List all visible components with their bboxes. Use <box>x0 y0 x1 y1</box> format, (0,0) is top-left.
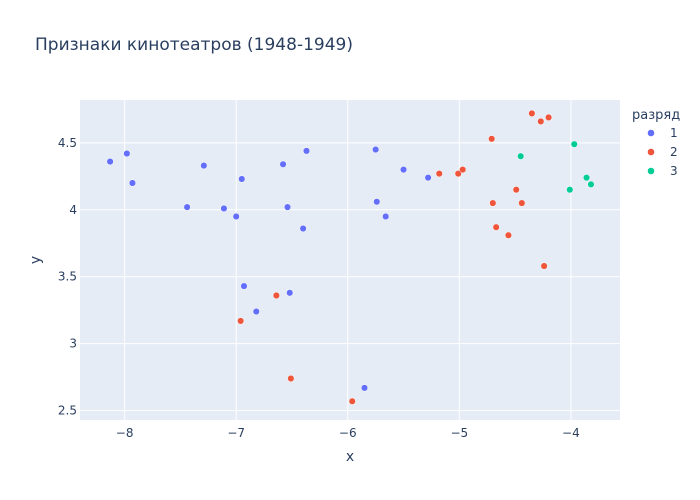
data-point-series-1 <box>302 147 311 155</box>
data-point-series-2 <box>504 231 512 239</box>
data-point-series-1 <box>123 150 131 158</box>
data-point-series-3 <box>566 186 574 194</box>
data-point-series-3 <box>570 140 578 148</box>
legend: разряд 1 2 3 <box>632 108 680 178</box>
data-point-series-1 <box>238 175 246 183</box>
legend-label-2: 2 <box>670 145 678 159</box>
y-tick-label: 3.5 <box>58 270 77 284</box>
x-tick-label: −5 <box>450 426 468 440</box>
data-point-series-1 <box>232 212 240 221</box>
legend-label-1: 1 <box>670 126 678 140</box>
legend-marker-3 <box>647 167 655 175</box>
data-point-series-1 <box>252 307 260 316</box>
data-point-series-2 <box>488 135 496 143</box>
data-point-series-1 <box>360 384 369 392</box>
x-tick-label: −6 <box>339 426 357 440</box>
data-point-series-2 <box>459 166 467 174</box>
data-point-series-1 <box>400 166 408 174</box>
y-tick-label: 4 <box>69 203 77 217</box>
x-tick-labels: −8 −7 −6 −5 −4 <box>116 426 580 440</box>
data-point-series-2 <box>287 374 295 383</box>
legend-marker-2 <box>647 148 655 156</box>
x-tick-label: −7 <box>227 426 245 440</box>
data-point-series-1 <box>283 203 292 211</box>
plot-area <box>80 100 620 420</box>
x-tick-label: −8 <box>116 426 134 440</box>
data-point-series-1 <box>220 204 228 213</box>
data-point-series-2 <box>435 170 443 178</box>
data-point-series-2 <box>489 199 497 207</box>
gridlines <box>80 100 620 420</box>
data-point-series-1 <box>200 162 208 170</box>
data-point-series-2 <box>237 317 245 325</box>
data-point-series-1 <box>183 203 191 211</box>
y-tick-label: 4.5 <box>58 136 77 150</box>
x-tick-label: −4 <box>562 426 580 440</box>
legend-marker-1 <box>647 129 655 137</box>
data-point-series-2 <box>512 186 520 194</box>
y-tick-label: 3 <box>69 337 77 351</box>
data-point-series-2 <box>545 113 553 121</box>
data-point-series-1 <box>286 289 294 297</box>
y-axis-title: y <box>28 256 44 264</box>
legend-label-3: 3 <box>670 164 678 178</box>
data-point-series-2 <box>540 262 548 270</box>
data-point-series-2 <box>272 291 280 300</box>
data-points <box>106 109 595 405</box>
data-point-series-3 <box>517 152 525 160</box>
data-point-series-1 <box>372 145 380 154</box>
data-point-series-2 <box>518 199 526 207</box>
data-point-series-1 <box>424 174 432 182</box>
x-axis-title: x <box>346 449 354 465</box>
data-point-series-2 <box>528 109 536 117</box>
y-tick-labels: 2.5 3 3.5 4 4.5 <box>58 136 77 418</box>
data-point-series-1 <box>373 198 381 206</box>
data-point-series-3 <box>587 180 595 188</box>
data-point-series-1 <box>240 282 248 290</box>
y-tick-label: 2.5 <box>58 404 77 418</box>
data-point-series-1 <box>128 179 136 187</box>
data-point-series-3 <box>582 174 591 182</box>
data-point-series-1 <box>382 212 390 221</box>
data-point-series-2 <box>537 117 545 125</box>
data-point-series-1 <box>279 160 287 168</box>
data-point-series-1 <box>299 224 307 233</box>
legend-title: разряд <box>632 108 680 123</box>
chart-title: Признаки кинотеатров (1948-1949) <box>35 35 353 55</box>
data-point-series-2 <box>492 223 500 231</box>
data-point-series-2 <box>348 397 356 405</box>
data-point-series-1 <box>106 158 114 166</box>
data-point-series-2 <box>454 170 462 178</box>
